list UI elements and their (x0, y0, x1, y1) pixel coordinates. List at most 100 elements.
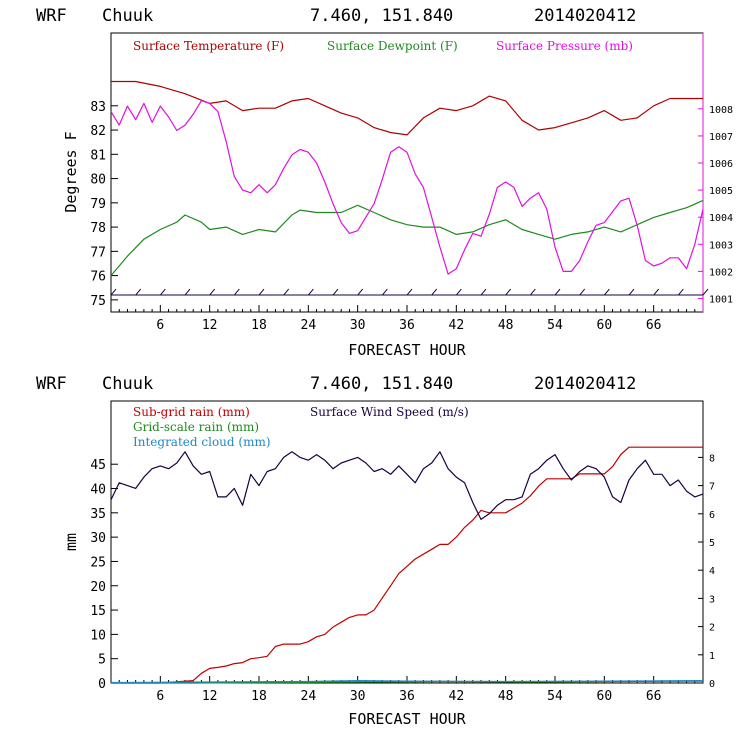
wind-barb (159, 288, 166, 296)
top-y-tick-label: 81 (90, 148, 106, 163)
wind-barb (209, 288, 216, 296)
top-x-tick-label: 60 (597, 318, 613, 333)
top-x-tick-label: 6 (156, 318, 164, 333)
bottom-header-station: Chuuk (102, 374, 153, 394)
bottom-y2-tick-label: 6 (709, 510, 715, 521)
wind-barb (406, 288, 413, 296)
top-x-tick-label: 24 (301, 318, 317, 333)
top-header-station: Chuuk (102, 6, 153, 26)
bottom-y-tick-label: 15 (90, 604, 106, 619)
bottom-series-sub-grid-rain-mm (111, 446, 703, 684)
bottom-x-tick-label: 60 (597, 689, 613, 704)
wind-barb (677, 288, 684, 296)
legend-dewpoint: Surface Dewpoint (F) (327, 39, 458, 53)
wind-barb (233, 288, 240, 296)
top-y-tick-label: 76 (90, 270, 106, 285)
top-x-tick-label: 48 (498, 318, 514, 333)
bottom-x-tick-label: 6 (156, 689, 164, 704)
bottom-y-tick-label: 35 (90, 507, 106, 522)
bottom-x-tick-label: 48 (498, 689, 514, 704)
bottom-y2-tick-label: 7 (709, 482, 715, 493)
bottom-x-tick-label: 42 (449, 689, 465, 704)
top-x-tick-label: 66 (646, 318, 662, 333)
legend-gridscale-rain: Grid-scale rain (mm) (133, 420, 259, 434)
wind-barb (702, 288, 709, 296)
bottom-y-tick-label: 30 (90, 531, 106, 546)
top-x-tick-label: 30 (350, 318, 366, 333)
bottom-header-coords: 7.460, 151.840 (310, 374, 453, 394)
bottom-header-datetime: 2014020412 (534, 374, 636, 394)
bottom-x-axis-label: FORECAST HOUR (348, 710, 466, 728)
top-y2-tick-label: 1002 (709, 267, 733, 278)
top-plot-frame (110, 32, 704, 313)
top-y2-tick-label: 1006 (709, 159, 733, 170)
bottom-plot-marks: 6 12 18 24 30 36 42 48 54 60 660510152025303540450… (90, 446, 715, 704)
wind-barb (603, 288, 610, 296)
top-y-tick-label: 82 (90, 124, 106, 139)
wind-barb (381, 288, 388, 296)
top-x-tick-label: 54 (547, 318, 563, 333)
top-y-tick-label: 79 (90, 197, 106, 212)
bottom-y2-tick-label: 1 (709, 651, 715, 662)
bottom-x-tick-label: 24 (301, 689, 317, 704)
top-y2-tick-label: 1008 (709, 105, 733, 116)
bottom-y2-tick-label: 8 (709, 453, 715, 464)
wind-barb (431, 288, 438, 296)
top-y2-tick-label: 1005 (709, 186, 733, 197)
bottom-y-tick-label: 10 (90, 628, 106, 643)
bottom-header-model: WRF (36, 374, 67, 394)
bottom-x-tick-label: 36 (399, 689, 415, 704)
top-plot-marks: 6 12 18 24 30 36 42 48 54 60 66 75 76 77 78 79 80 81 82 83 1… (90, 80, 733, 333)
bottom-x-tick-label: 66 (646, 689, 662, 704)
wind-barb (110, 288, 117, 296)
wind-barb (258, 288, 265, 296)
legend-temperature: Surface Temperature (F) (133, 39, 284, 53)
wind-barb (455, 288, 462, 296)
top-x-axis-label: FORECAST HOUR (348, 341, 466, 359)
legend-subgrid-rain: Sub-grid rain (mm) (133, 405, 250, 419)
top-header-coords: 7.460, 151.840 (310, 6, 453, 26)
wind-barb (307, 288, 314, 296)
bottom-series-integrated-cloud-mm (110, 679, 704, 684)
bottom-y-tick-label: 20 (90, 580, 106, 595)
top-x-tick-label: 12 (202, 318, 218, 333)
wind-barb (135, 288, 142, 296)
top-y-tick-label: 78 (90, 221, 106, 236)
bottom-y-tick-label: 25 (90, 555, 106, 570)
wind-barb (480, 288, 487, 296)
wind-barb (184, 288, 191, 296)
bottom-y-tick-label: 45 (90, 458, 106, 473)
top-y2-tick-label: 1001 (709, 294, 733, 305)
bottom-x-tick-label: 30 (350, 689, 366, 704)
wind-barb (332, 288, 339, 296)
wind-barb (554, 288, 561, 296)
top-x-tick-label: 42 (449, 318, 465, 333)
bottom-plot: 6 12 18 24 30 36 42 48 54 60 660510152025303540450… (62, 400, 715, 728)
wind-barb (505, 288, 512, 296)
bottom-y2-tick-label: 4 (709, 566, 715, 577)
bottom-y2-tick-label: 5 (709, 538, 715, 549)
top-y-tick-label: 75 (90, 294, 106, 309)
bottom-series-surface-wind-speed-m-s (110, 451, 704, 521)
bottom-x-tick-label: 12 (202, 689, 218, 704)
top-header-model: WRF (36, 6, 67, 26)
top-series-surface-dewpoint-f (110, 199, 704, 276)
bottom-y-tick-label: 5 (98, 653, 106, 668)
top-y2-tick-label: 1007 (709, 132, 733, 143)
top-series-surface-temperature-f (111, 80, 703, 136)
legend-integrated-cloud: Integrated cloud (mm) (133, 435, 271, 449)
bottom-x-tick-label: 18 (251, 689, 267, 704)
top-y2-tick-label: 1004 (709, 213, 733, 224)
bottom-x-tick-label: 54 (547, 689, 563, 704)
top-y-tick-label: 80 (90, 173, 106, 188)
wind-barb (628, 288, 635, 296)
wind-barb (653, 288, 660, 296)
wind-barb (579, 288, 586, 296)
bottom-y-axis-label: mm (62, 533, 80, 551)
wind-barb (529, 288, 536, 296)
top-header: WRF Chuuk 7.460, 151.840 2014020412 (36, 6, 636, 26)
top-y-axis-label: Degrees F (62, 131, 80, 212)
bottom-y-tick-label: 0 (98, 677, 106, 692)
top-y-tick-label: 77 (90, 245, 106, 260)
